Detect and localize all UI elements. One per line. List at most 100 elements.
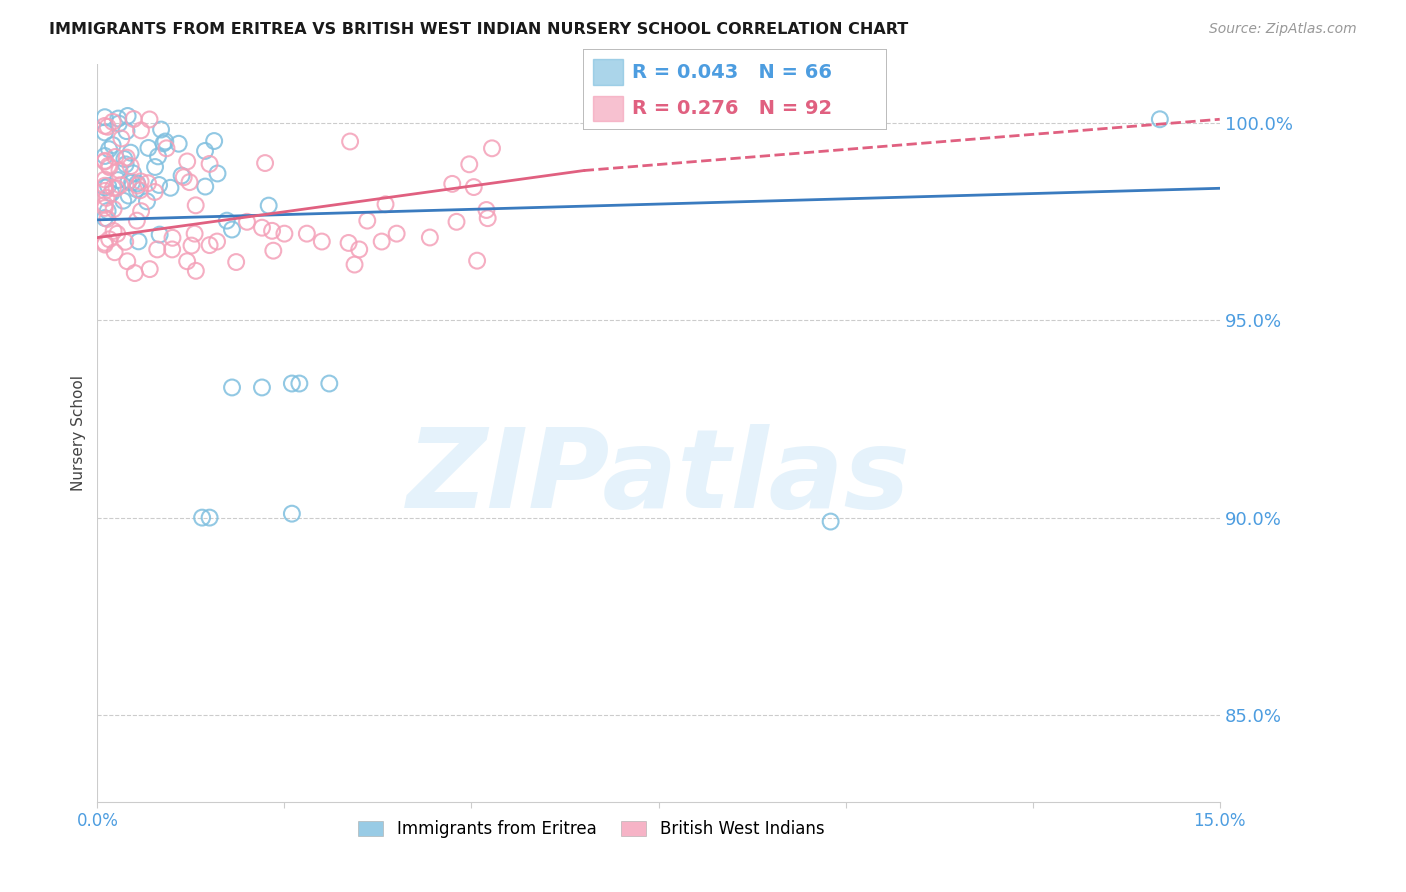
Point [281, 507, 304, 521]
Point [94, 119, 117, 133]
Point [108, 178, 131, 193]
FancyBboxPatch shape [592, 95, 623, 121]
Point [120, 145, 142, 160]
Text: R = 0.043   N = 66: R = 0.043 N = 66 [631, 62, 832, 82]
Point [170, 169, 193, 183]
Point [148, 178, 170, 192]
Point [104, 150, 127, 164]
Point [107, 112, 129, 126]
Point [112, 152, 135, 166]
Point [101, 181, 124, 195]
Point [104, 245, 127, 260]
Point [117, 254, 139, 268]
Point [146, 243, 169, 257]
Point [225, 255, 247, 269]
Text: R = 0.276   N = 92: R = 0.276 N = 92 [631, 99, 832, 118]
Point [820, 515, 842, 529]
Point [94, 201, 117, 215]
Point [343, 258, 366, 272]
Point [446, 215, 468, 229]
Point [465, 253, 488, 268]
Point [138, 141, 160, 155]
Point [143, 185, 166, 199]
Point [136, 176, 159, 190]
Point [254, 156, 277, 170]
Point [114, 157, 136, 171]
Point [257, 199, 280, 213]
Point [129, 123, 152, 137]
Point [205, 235, 228, 249]
Point [115, 151, 138, 165]
Point [96, 191, 118, 205]
Point [184, 264, 207, 278]
Point [138, 112, 160, 127]
Point [273, 227, 295, 241]
Point [117, 109, 139, 123]
Point [176, 154, 198, 169]
Legend: Immigrants from Eritrea, British West Indians: Immigrants from Eritrea, British West In… [352, 814, 831, 845]
Point [94, 237, 117, 252]
Point [159, 181, 181, 195]
Point [97, 179, 120, 194]
FancyBboxPatch shape [592, 60, 623, 86]
Point [281, 376, 304, 391]
Point [250, 220, 273, 235]
Point [121, 176, 143, 190]
Point [108, 163, 131, 178]
Point [180, 238, 202, 252]
Point [150, 122, 173, 136]
Point [162, 231, 184, 245]
Point [103, 224, 125, 238]
Point [110, 131, 132, 145]
Point [122, 112, 145, 126]
Point [477, 211, 499, 226]
Point [105, 181, 128, 195]
Point [262, 224, 284, 238]
Point [124, 266, 146, 280]
Point [221, 222, 243, 236]
Point [419, 230, 441, 244]
Point [98, 232, 121, 246]
Point [311, 235, 333, 249]
Point [167, 136, 190, 151]
Point [115, 124, 138, 138]
Point [129, 183, 152, 197]
Point [349, 243, 371, 257]
Point [155, 135, 177, 149]
Point [94, 211, 117, 225]
Point [339, 135, 361, 149]
Point [122, 166, 145, 180]
Point [101, 138, 124, 153]
Point [117, 188, 139, 202]
Point [97, 203, 120, 218]
Point [356, 213, 378, 227]
Point [179, 175, 201, 189]
Point [194, 144, 217, 158]
Point [149, 227, 172, 242]
Point [94, 110, 117, 124]
Text: ZIPatlas: ZIPatlas [406, 424, 911, 531]
Point [94, 149, 117, 163]
Point [125, 182, 148, 196]
Point [94, 172, 117, 186]
Y-axis label: Nursery School: Nursery School [72, 375, 86, 491]
Text: Source: ZipAtlas.com: Source: ZipAtlas.com [1209, 22, 1357, 37]
Point [96, 211, 118, 226]
Point [94, 178, 117, 193]
Point [127, 178, 149, 193]
Point [370, 235, 392, 249]
Point [101, 115, 124, 129]
Text: IMMIGRANTS FROM ERITREA VS BRITISH WEST INDIAN NURSERY SCHOOL CORRELATION CHART: IMMIGRANTS FROM ERITREA VS BRITISH WEST … [49, 22, 908, 37]
Point [94, 126, 117, 140]
Point [176, 254, 198, 268]
Point [105, 227, 128, 241]
Point [288, 376, 311, 391]
Point [160, 243, 183, 257]
Point [97, 120, 120, 134]
Point [215, 213, 238, 227]
Point [100, 186, 122, 201]
Point [107, 173, 129, 187]
Point [129, 174, 152, 188]
Point [198, 157, 221, 171]
Point [152, 136, 174, 151]
